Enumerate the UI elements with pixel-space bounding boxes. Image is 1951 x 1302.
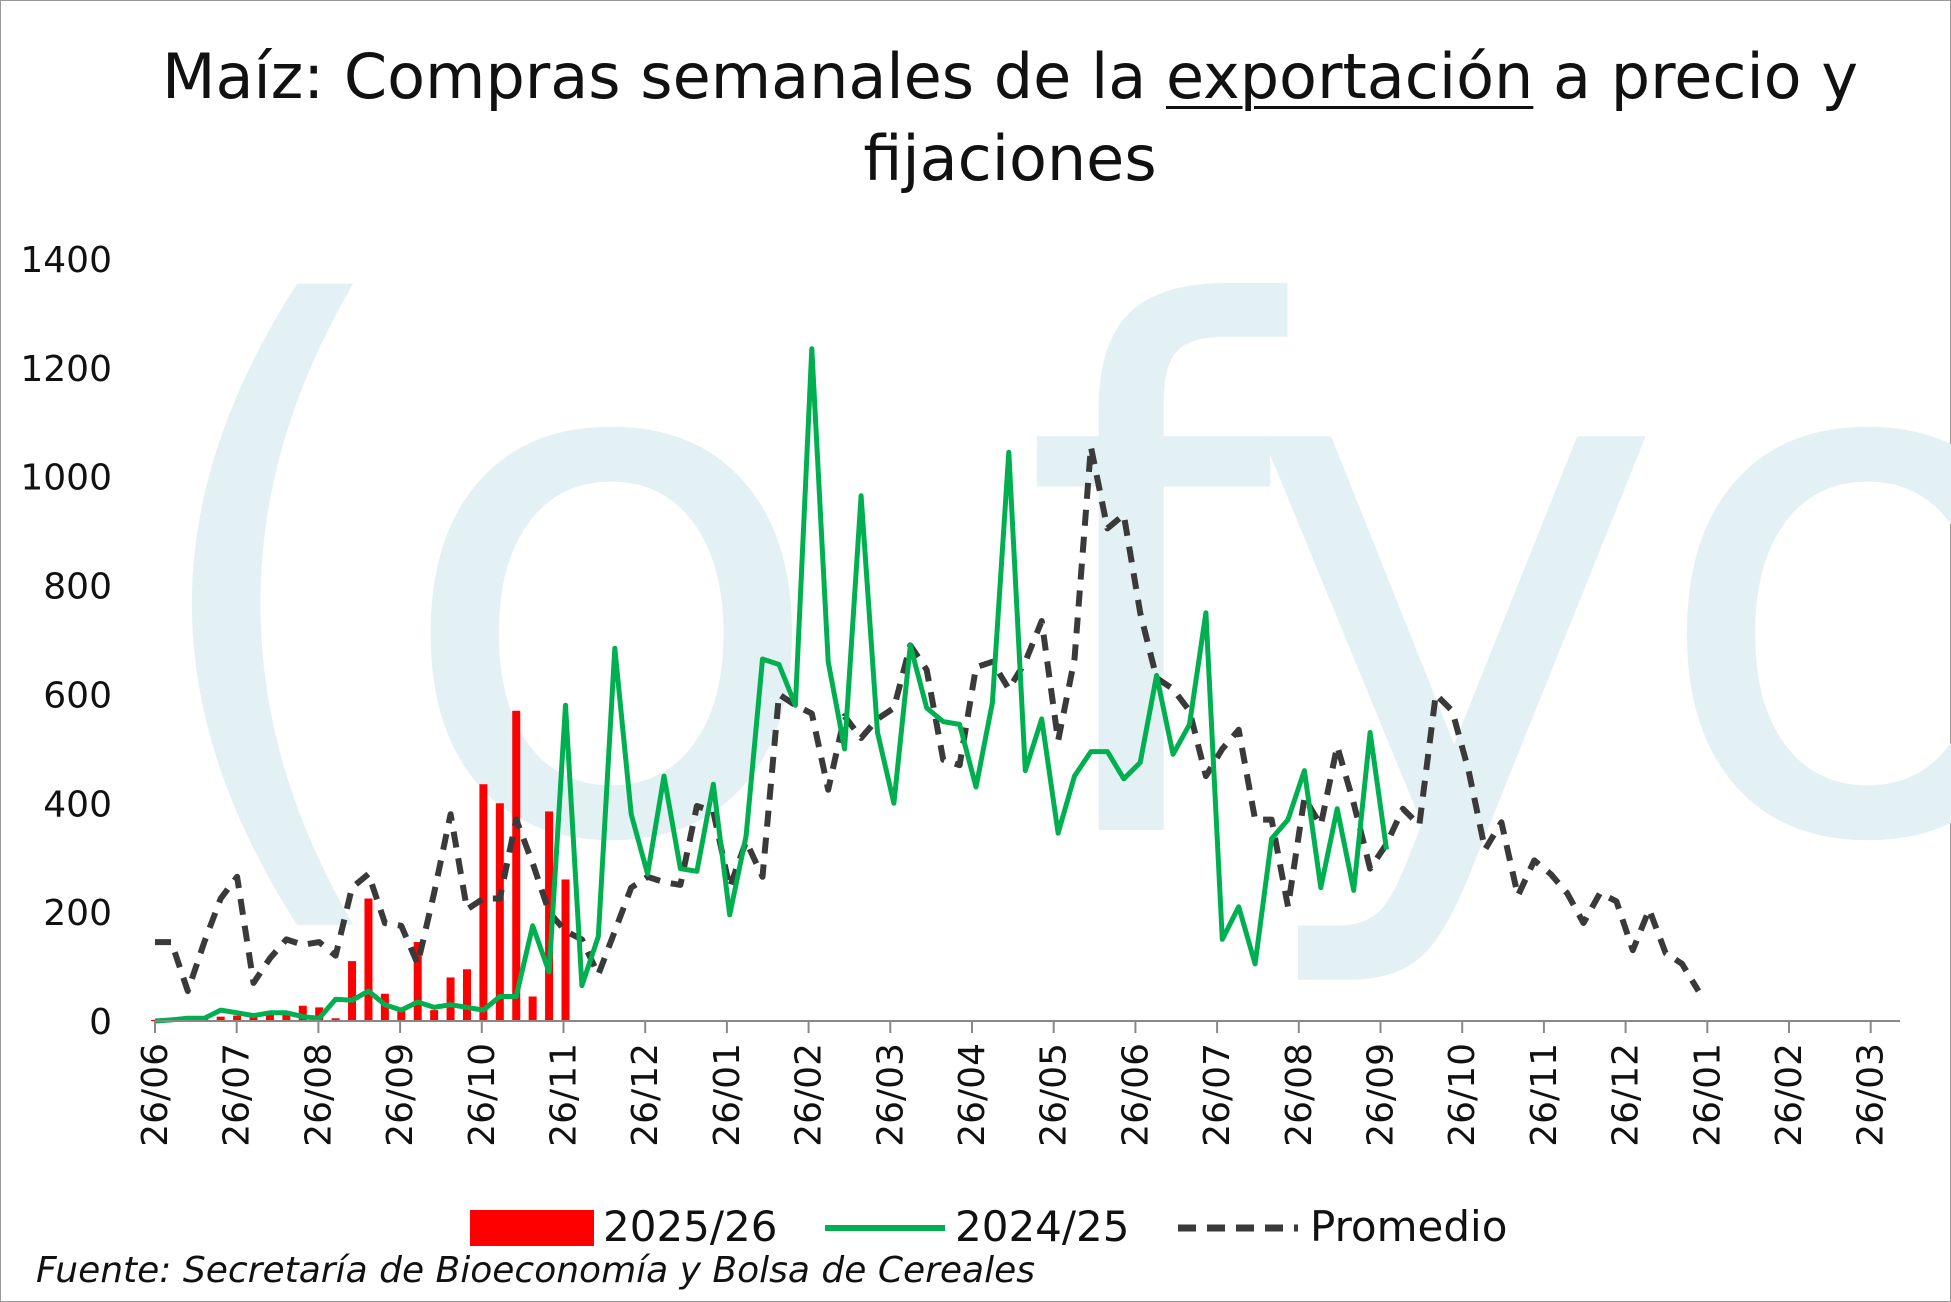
y-tick-label: 200 xyxy=(43,893,112,934)
series-2024-25-line xyxy=(154,346,1389,1024)
x-tick-label: 26/04 xyxy=(952,1043,993,1147)
bar-2025-26 xyxy=(348,961,357,1021)
x-tick-label: 26/03 xyxy=(1851,1043,1892,1147)
x-tick-label: 26/09 xyxy=(1361,1043,1402,1147)
x-tick-label: 26/08 xyxy=(298,1043,339,1147)
y-tick-label: 1000 xyxy=(20,458,112,499)
bar-2025-26 xyxy=(315,1007,324,1021)
x-tick-label: 26/02 xyxy=(1769,1043,1810,1147)
x-tick-label: 26/11 xyxy=(544,1043,585,1147)
fyo-watermark-logo: (o fyo xyxy=(130,162,1951,1000)
legend-swatch-2025-26 xyxy=(470,1210,594,1246)
legend-label-2025-26: 2025/26 xyxy=(603,1202,777,1251)
fyo-watermark-text: (o fyo xyxy=(130,162,1951,1000)
title-text-start: Maíz: Compras semanales de la xyxy=(161,40,1166,113)
chart-lines xyxy=(154,346,1702,1024)
bar-2025-26 xyxy=(528,996,537,1021)
title-text-underlined: exportación xyxy=(1165,40,1534,113)
bar-2025-26 xyxy=(561,879,570,1021)
bar-2025-26 xyxy=(216,1016,225,1021)
legend: 2025/26 2024/25 Promedio xyxy=(470,1202,1507,1251)
series-promedio-line xyxy=(155,443,1702,995)
bar-2025-26 xyxy=(282,1011,291,1021)
x-tick-label: 26/03 xyxy=(870,1043,911,1147)
bar-2025-26 xyxy=(364,898,373,1021)
x-tick-label: 26/12 xyxy=(625,1043,666,1147)
source-note: Fuente: Secretaría de Bioeconomía y Bols… xyxy=(36,1250,1036,1291)
bar-2025-26 xyxy=(512,710,521,1021)
x-tick-label: 26/06 xyxy=(1115,1043,1156,1147)
bar-2025-26 xyxy=(298,1005,307,1021)
bar-2025-26 xyxy=(397,1010,406,1021)
y-tick-label: 400 xyxy=(43,784,112,825)
legend-label-2024-25: 2024/25 xyxy=(955,1202,1129,1251)
x-tick-label: 26/06 xyxy=(135,1043,176,1147)
x-tick-label: 26/05 xyxy=(1034,1043,1075,1147)
x-tick-label: 26/08 xyxy=(1279,1043,1320,1147)
x-tick-label: 26/01 xyxy=(1687,1043,1728,1147)
title-text-end: a precio y fijaciones xyxy=(863,40,1859,195)
bar-2025-26 xyxy=(380,993,389,1021)
bar-2025-26 xyxy=(479,784,488,1021)
bar-2025-26 xyxy=(462,969,471,1021)
x-tick-label: 26/07 xyxy=(217,1043,258,1147)
bar-2025-26 xyxy=(430,1010,439,1021)
legend-label-promedio: Promedio xyxy=(1310,1202,1507,1251)
y-axis-labels: 0 200 400 600 800 1000 1200 1400 xyxy=(20,240,112,1043)
x-tick-label: 26/11 xyxy=(1524,1043,1565,1147)
x-axis: 26/06 26/07 26/08 26/09 26/10 26/11 26/12 26/01… xyxy=(135,1020,1900,1147)
x-tick-label: 26/09 xyxy=(380,1043,421,1147)
x-tick-label: 26/07 xyxy=(1197,1043,1238,1147)
x-tick-label: 26/01 xyxy=(707,1043,748,1147)
x-tick-label: 26/10 xyxy=(1442,1043,1483,1147)
y-tick-label: 0 xyxy=(89,1002,112,1043)
y-tick-label: 1200 xyxy=(20,349,112,390)
bar-2025-26 xyxy=(545,811,554,1021)
x-tick-label: 26/12 xyxy=(1606,1043,1647,1147)
y-tick-label: 1400 xyxy=(20,240,112,281)
bar-2025-26 xyxy=(265,1013,274,1021)
y-tick-label: 600 xyxy=(43,675,112,716)
bar-2025-26 xyxy=(331,1018,340,1021)
chart-title: Maíz: Compras semanales de la exportació… xyxy=(150,36,1870,200)
bar-2025-26 xyxy=(233,1015,242,1021)
x-tick-label: 26/02 xyxy=(789,1043,830,1147)
bar-2025-26 xyxy=(446,977,455,1021)
bar-2025-26 xyxy=(495,803,504,1021)
bar-2025-26 xyxy=(413,942,422,1021)
x-tick-label: 26/10 xyxy=(462,1043,503,1147)
y-tick-label: 800 xyxy=(43,567,112,608)
